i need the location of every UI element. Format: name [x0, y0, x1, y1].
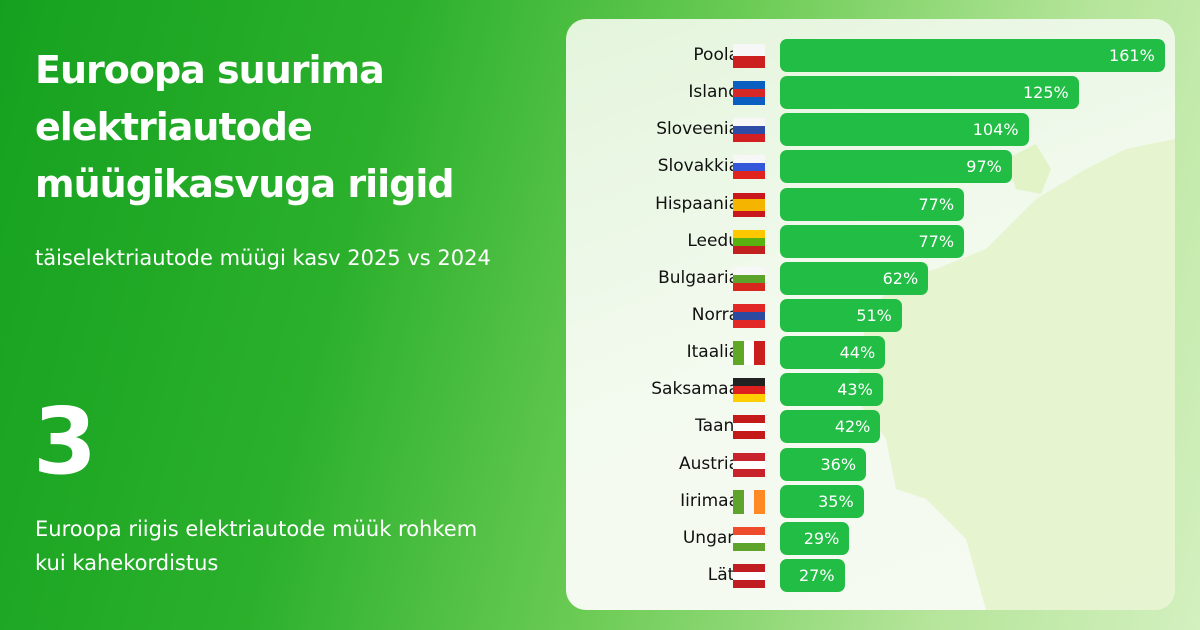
chart-row: Norra 51% — [566, 298, 1175, 332]
bar: 44% — [780, 336, 886, 370]
bar: 42% — [780, 410, 881, 444]
chart-row: Hispaania 77% — [566, 187, 1175, 221]
data-label: 43% — [837, 380, 873, 400]
data-label: 42% — [834, 417, 871, 437]
country-label: Saksamaa — [651, 379, 739, 400]
bar: 62% — [780, 261, 929, 295]
country-label: Iirimaa — [680, 490, 739, 511]
bar: 51% — [780, 298, 902, 332]
country-label: Läti — [707, 564, 739, 585]
country-label: Itaalia — [686, 342, 739, 363]
data-label: 77% — [918, 231, 955, 251]
country-label: Norra — [691, 304, 739, 325]
data-label: 161% — [1109, 46, 1155, 65]
data-label: 27% — [798, 565, 835, 585]
bar: 77% — [780, 224, 965, 258]
bar: 97% — [780, 150, 1012, 184]
chart-row: Ungari 29% — [566, 521, 1175, 555]
country-label: Ungari — [682, 527, 739, 548]
flag-icon — [733, 81, 765, 106]
data-label: 97% — [966, 157, 1002, 177]
data-label: 51% — [856, 305, 892, 325]
europe-map-decoration — [856, 139, 1175, 610]
chart-row: Poola 161% — [566, 38, 1175, 72]
data-label: 36% — [820, 454, 857, 474]
subtitle: täiselektriautode müügi kasv 2025 vs 202… — [35, 246, 491, 270]
bar: 161% — [780, 39, 1165, 72]
country-label: Poola — [693, 45, 739, 65]
bar: 125% — [780, 76, 1079, 110]
country-label: Sloveenia — [656, 119, 739, 140]
chart-row: Island 125% — [566, 75, 1175, 110]
data-label: 104% — [972, 120, 1019, 140]
flag-icon — [733, 341, 766, 366]
bar: 35% — [780, 484, 864, 518]
page-title: Euroopa suurima elektriautode müügikasvu… — [35, 48, 455, 206]
flag-icon — [733, 563, 765, 588]
flag-icon — [733, 526, 765, 551]
data-label: 125% — [1023, 83, 1069, 103]
chart-row: Saksamaa 43% — [566, 372, 1175, 407]
data-label: 44% — [839, 343, 876, 363]
flag-icon — [733, 415, 765, 440]
country-label: Austria — [678, 453, 739, 474]
data-label: 77% — [918, 194, 955, 214]
bar: 77% — [780, 187, 965, 221]
chart-row: Taani 42% — [566, 409, 1175, 444]
country-label: Taani — [695, 416, 739, 437]
country-label: Slovakkia — [657, 156, 739, 177]
country-label: Bulgaaria — [658, 267, 739, 288]
flag-icon — [733, 378, 765, 403]
chart-card: Poola 161% Island 125% Sloveenia 104% Slovakki… — [566, 19, 1175, 610]
chart-row: Iirimaa 35% — [566, 484, 1175, 518]
data-label: 29% — [803, 528, 840, 548]
data-label: 35% — [818, 491, 854, 511]
country-label: Island — [688, 82, 739, 103]
bar: 36% — [780, 447, 867, 481]
chart-row: Itaalia 44% — [566, 335, 1175, 370]
flag-icon — [733, 266, 765, 291]
chart-row: Bulgaaria 62% — [566, 261, 1175, 295]
chart-row: Läti 27% — [566, 558, 1175, 592]
bar: 29% — [780, 521, 850, 555]
chart-row: Austria 36% — [566, 447, 1175, 481]
flag-icon — [733, 489, 766, 514]
bar: 104% — [780, 113, 1029, 147]
chart-row: Sloveenia 104% — [566, 112, 1175, 147]
chart-row: Leedu 77% — [566, 224, 1175, 258]
flag-icon — [733, 229, 765, 254]
highlight-text: Euroopa riigis elektriautode müük rohkem… — [35, 517, 478, 575]
flag-icon — [733, 192, 765, 217]
bar: 27% — [780, 558, 845, 592]
flag-icon — [733, 44, 765, 68]
country-label: Leedu — [687, 230, 739, 251]
highlight-number: 3 — [33, 388, 98, 495]
flag-icon — [733, 155, 765, 180]
flag-icon — [733, 303, 765, 328]
flag-icon — [733, 452, 765, 477]
bar: 43% — [780, 373, 883, 407]
flag-icon — [733, 118, 765, 143]
data-label: 62% — [882, 268, 919, 288]
country-label: Hispaania — [655, 193, 739, 214]
chart-row: Slovakkia 97% — [566, 149, 1175, 184]
